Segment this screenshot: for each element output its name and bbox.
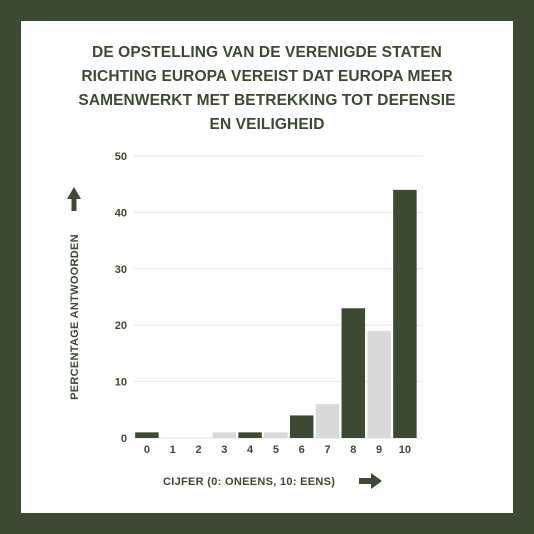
- up-arrow-icon: [67, 187, 81, 211]
- x-axis-ticks: 0 1 2 3 4 5 6 7 8 9 10: [144, 444, 411, 456]
- chart-card: DE OPSTELLING VAN DE VERENIGDE STATEN RI…: [21, 21, 513, 513]
- y-tick-label: 40: [115, 207, 127, 219]
- chart-title-line-3: SAMENWERKT MET BETREKKING TOT DEFENSIE: [78, 92, 456, 109]
- x-tick-label: 1: [170, 444, 176, 456]
- bar-5: [264, 432, 288, 438]
- chart-title-line-4: EN VEILIGHEID: [209, 116, 325, 133]
- x-tick-label: 7: [324, 444, 330, 456]
- bar-7: [315, 404, 340, 438]
- chart-title: DE OPSTELLING VAN DE VERENIGDE STATEN RI…: [21, 41, 513, 137]
- x-tick-label: 9: [376, 444, 382, 456]
- x-tick-label: 3: [221, 444, 227, 456]
- x-tick-label: 10: [399, 444, 411, 456]
- x-tick-label: 5: [273, 444, 279, 456]
- y-tick-label: 0: [121, 433, 127, 445]
- chart-title-line-1: DE OPSTELLING VAN DE VERENIGDE STATEN: [92, 44, 442, 61]
- x-axis-title-group: CIJFER (0: ONEENS, 10: EENS): [163, 473, 382, 489]
- x-tick-label: 4: [247, 444, 254, 456]
- x-tick-label: 2: [195, 444, 201, 456]
- bar-9: [367, 330, 391, 438]
- bar-4: [238, 432, 262, 438]
- right-arrow-shape: [359, 473, 382, 489]
- bar-chart: 0 10 20 30 40 50 0 1 2 3 4 5 6 7 8 9 10 PERCENTAGE ANTW…: [67, 151, 423, 489]
- bars: [135, 189, 417, 438]
- y-axis-ticks: 0 10 20 30 40 50: [115, 151, 127, 445]
- y-axis-title: PERCENTAGE ANTWOORDEN: [69, 234, 81, 400]
- y-axis-title-group: PERCENTAGE ANTWOORDEN: [67, 187, 81, 400]
- y-tick-label: 20: [115, 320, 127, 332]
- x-tick-label: 6: [299, 444, 305, 456]
- x-tick-label: 8: [350, 444, 356, 456]
- y-tick-label: 30: [115, 264, 127, 276]
- bar-6: [289, 415, 314, 438]
- chart-title-line-2: RICHTING EUROPA VEREIST DAT EUROPA MEER: [81, 68, 453, 85]
- bar-10: [393, 189, 417, 438]
- bar-8: [341, 308, 366, 438]
- y-tick-label: 10: [115, 377, 127, 389]
- x-axis-title: CIJFER (0: ONEENS, 10: EENS): [163, 476, 335, 488]
- bar-0: [135, 432, 159, 438]
- bar-3: [212, 432, 237, 438]
- y-tick-label: 50: [115, 151, 127, 163]
- x-tick-label: 0: [144, 444, 150, 456]
